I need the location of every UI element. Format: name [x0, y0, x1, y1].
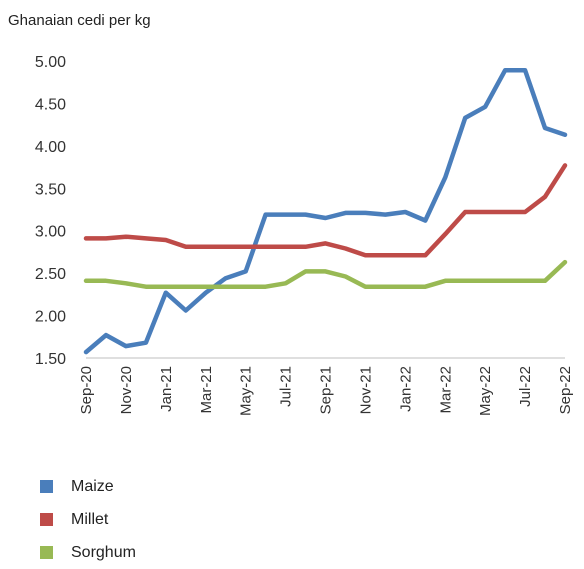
y-tick-label-3-50: 3.50 [35, 181, 66, 198]
y-tick-label-4-50: 4.50 [35, 96, 66, 113]
y-tick-label-4-00: 4.00 [35, 139, 66, 156]
series-line-maize [83, 68, 568, 355]
legend: Maize Millet Sorghum [40, 470, 136, 569]
legend-label-maize: Maize [71, 477, 114, 495]
x-tick-label-mar-21: Mar-21 [198, 366, 215, 414]
price-line-chart: Ghanaian cedi per kg 1.50 2.00 2.50 3.00 3.5… [8, 12, 574, 416]
x-tick-label-may-21: May-21 [238, 366, 255, 416]
x-tick-label-jul-21: Jul-21 [278, 366, 295, 407]
y-tick-label-2-00: 2.00 [35, 309, 66, 326]
y-tick-label-5-00: 5.00 [35, 54, 66, 71]
x-tick-label-jan-21: Jan-21 [158, 366, 175, 412]
series-line-millet [83, 163, 568, 258]
y-tick-label-2-50: 2.50 [35, 266, 66, 283]
x-axis-ticks: Sep-20 Nov-20 Jan-21 Mar-21 May-21 Jul-21 Sep-… [78, 366, 574, 416]
legend-swatch-sorghum [40, 546, 53, 559]
legend-label-millet: Millet [71, 510, 109, 528]
series-line-sorghum [83, 259, 568, 289]
x-tick-label-nov-21: Nov-21 [357, 366, 374, 414]
y-tick-label-3-00: 3.00 [35, 224, 66, 241]
x-tick-label-sep-22: Sep-22 [557, 366, 574, 414]
legend-swatch-millet [40, 513, 53, 526]
x-tick-label-may-22: May-22 [477, 366, 494, 416]
x-tick-label-jan-22: Jan-22 [397, 366, 414, 412]
y-axis-label: Ghanaian cedi per kg [8, 12, 151, 29]
x-tick-label-sep-20: Sep-20 [78, 366, 95, 414]
x-tick-label-mar-22: Mar-22 [437, 366, 454, 414]
x-tick-label-sep-21: Sep-21 [318, 366, 335, 414]
legend-item-sorghum: Sorghum [40, 536, 136, 569]
x-tick-label-jul-22: Jul-22 [517, 366, 534, 407]
legend-item-maize: Maize [40, 470, 136, 503]
y-tick-label-1-50: 1.50 [35, 351, 66, 368]
x-tick-label-nov-20: Nov-20 [118, 366, 135, 414]
legend-label-sorghum: Sorghum [71, 543, 136, 561]
legend-swatch-maize [40, 480, 53, 493]
legend-item-millet: Millet [40, 503, 136, 536]
y-axis-ticks: 1.50 2.00 2.50 3.00 3.50 4.00 4.50 5.00 [35, 54, 66, 368]
series-lines [83, 68, 568, 355]
